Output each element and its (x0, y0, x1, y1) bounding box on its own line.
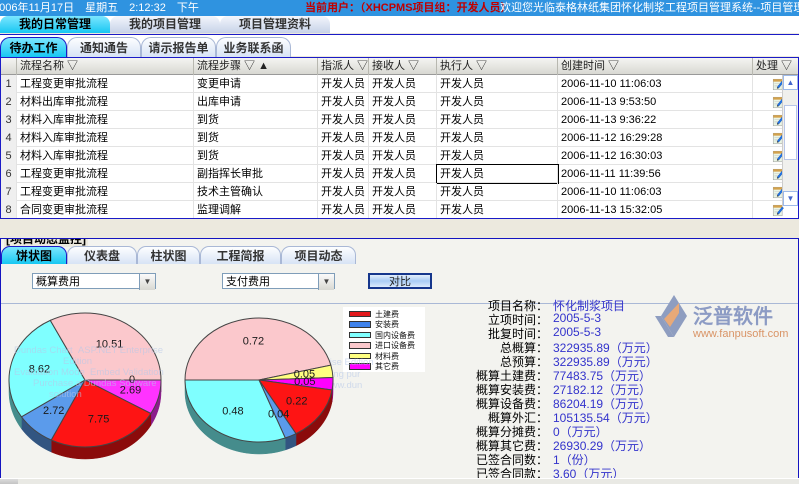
svg-text:7.75: 7.75 (88, 414, 109, 426)
svg-text:0.04: 0.04 (268, 409, 289, 421)
svg-text:8.62: 8.62 (29, 363, 50, 375)
svg-text:2.72: 2.72 (43, 405, 64, 417)
svg-text:10.51: 10.51 (96, 338, 124, 350)
svg-text:0.05: 0.05 (294, 376, 315, 388)
svg-text:www.fanpusoft.com: www.fanpusoft.com (692, 328, 788, 340)
svg-text:2.69: 2.69 (120, 385, 141, 397)
svg-text:泛普软件: 泛普软件 (693, 304, 773, 328)
svg-text:0.48: 0.48 (222, 406, 243, 418)
svg-text:0.72: 0.72 (243, 336, 264, 348)
svg-text:0.22: 0.22 (286, 396, 307, 408)
